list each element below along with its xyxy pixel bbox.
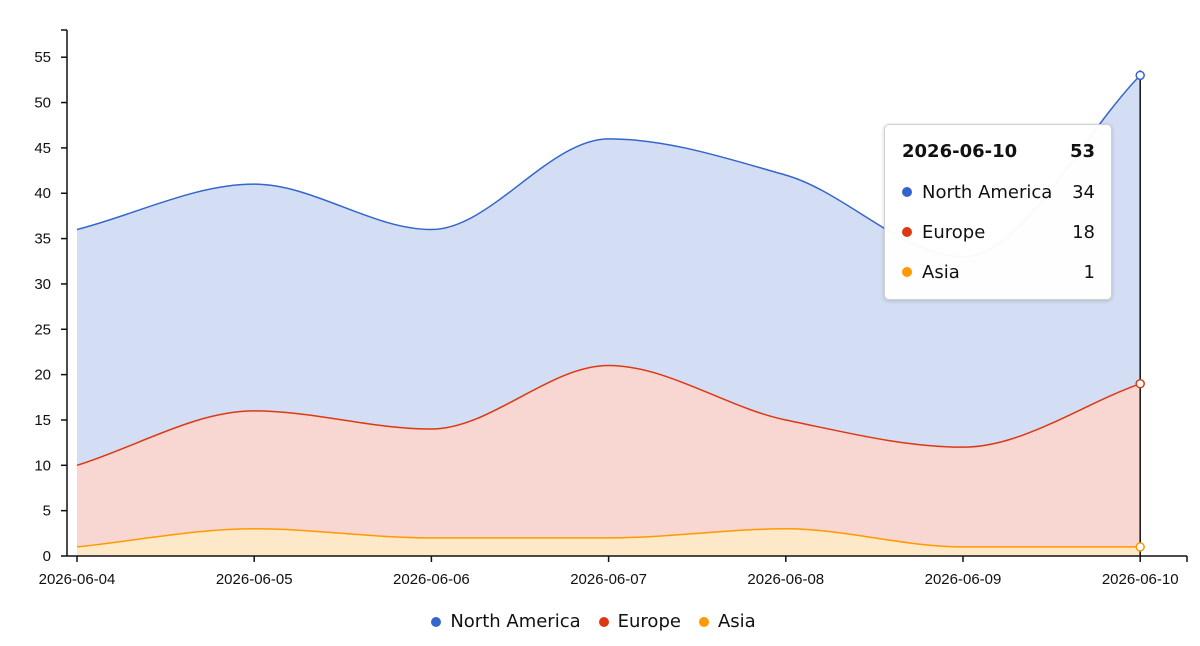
y-tick-label: 35 [34, 231, 51, 248]
legend-item-asia[interactable]: Asia [698, 611, 756, 632]
chart-axes: 0 5 10 15 20 25 30 35 40 45 50 55 2026-06-04 2026-06-… [34, 29, 1188, 588]
y-tick-label: 10 [34, 457, 51, 474]
asia-legend-dot-icon [698, 616, 709, 627]
north-america-area [77, 75, 1141, 466]
tooltip-row-asia: Asia 1 [902, 261, 1095, 283]
x-tick-label: 2026-06-07 [570, 571, 647, 588]
legend-label: Europe [617, 611, 681, 632]
x-tick-label: 2026-06-10 [1102, 571, 1179, 588]
tooltip-series-name: Europe [922, 221, 986, 243]
north-america-dot-icon [902, 187, 912, 197]
hover-markers [1135, 70, 1145, 552]
y-tick-label: 0 [43, 548, 51, 565]
x-tick-label: 2026-06-05 [216, 571, 293, 588]
europe-legend-dot-icon [598, 616, 609, 627]
y-tick-label: 20 [34, 367, 51, 384]
legend-item-north-america[interactable]: North America [431, 611, 581, 632]
y-tick-label: 50 [34, 95, 51, 112]
y-tick-label: 55 [34, 49, 51, 66]
y-tick-label: 40 [34, 185, 51, 202]
tooltip-header: 2026-06-10 53 [902, 141, 1095, 163]
y-tick-label: 30 [34, 276, 51, 293]
y-tick-label: 15 [34, 412, 51, 429]
tooltip-date: 2026-06-10 [902, 141, 1018, 162]
europe-line [76, 364, 1141, 467]
tooltip-total: 53 [1069, 141, 1095, 162]
europe-hover-point [1135, 378, 1145, 389]
tooltip-series-name: Asia [922, 261, 960, 283]
north-america-legend-dot-icon [431, 616, 442, 627]
legend-label: Asia [717, 611, 756, 632]
asia-line [76, 528, 1141, 548]
x-tick-label: 2026-06-09 [925, 571, 1002, 588]
asia-area [77, 528, 1141, 556]
legend-item-europe[interactable]: Europe [598, 611, 681, 632]
europe-area [77, 365, 1141, 547]
tooltip-series-value: 1 [1083, 261, 1095, 283]
europe-dot-icon [902, 227, 912, 237]
chart-areas [77, 75, 1141, 556]
tooltip: 2026-06-10 53 North America 34 Europe 18… [884, 124, 1112, 300]
legend: North America Europe Asia [0, 611, 1187, 632]
tooltip-row-europe: Europe 18 [902, 221, 1095, 243]
tooltip-series-value: 34 [1072, 181, 1095, 203]
north-america-hover-point [1135, 70, 1145, 81]
asia-dot-icon [902, 267, 912, 277]
tooltip-series-value: 18 [1072, 221, 1095, 243]
y-tick-label: 45 [34, 140, 51, 157]
tooltip-row-north-america: North America 34 [902, 181, 1095, 203]
x-tick-label: 2026-06-04 [39, 571, 116, 588]
y-tick-label: 5 [43, 503, 51, 520]
asia-hover-point [1135, 542, 1145, 552]
x-tick-label: 2026-06-08 [747, 571, 824, 588]
x-tick-label: 2026-06-06 [393, 571, 470, 588]
legend-label: North America [450, 611, 581, 632]
tooltip-series-name: North America [922, 181, 1053, 203]
y-tick-label: 25 [34, 321, 51, 338]
